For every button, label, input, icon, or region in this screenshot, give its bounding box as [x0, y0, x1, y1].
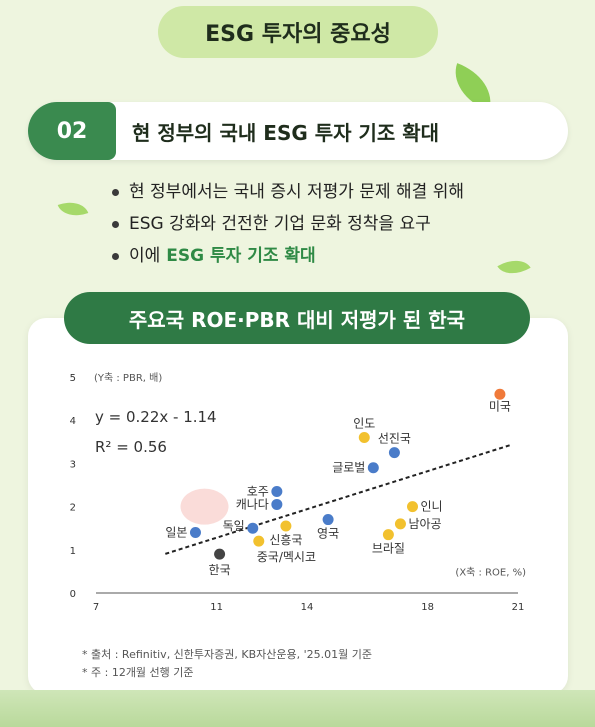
- x-tick-label: 7: [93, 602, 99, 613]
- point-label: 중국/멕시코: [257, 550, 316, 564]
- point-label: 선진국: [378, 432, 411, 446]
- footnote-note: * 주 : 12개월 선행 기준: [82, 666, 194, 679]
- x-tick-label: 21: [512, 602, 525, 613]
- data-point: [382, 529, 394, 541]
- bullet-item: 이에 ESG 투자 기조 확대: [112, 240, 464, 272]
- y-tick-label: 4: [70, 416, 76, 427]
- point-label: 호주: [247, 484, 269, 498]
- x-tick-label: 14: [301, 602, 314, 613]
- bullet-text: ESG 강화와 건전한 기업 문화 정착을 요구: [129, 214, 431, 234]
- data-point: [189, 527, 201, 539]
- bottom-decoration: [0, 690, 595, 727]
- bullet-text: 이에: [129, 246, 161, 266]
- y-tick-label: 0: [70, 589, 76, 600]
- point-label: 인니: [421, 500, 443, 514]
- data-point: [407, 501, 418, 513]
- point-label: 독일: [223, 519, 245, 533]
- x-tick-label: 18: [421, 602, 434, 613]
- y-tick-label: 1: [70, 546, 76, 557]
- data-point: [494, 388, 506, 400]
- point-label: 캐나다: [236, 497, 269, 511]
- data-point: [280, 520, 292, 532]
- y-axis-label: (Y축 : PBR, 배): [94, 372, 162, 384]
- point-label: 미국: [489, 399, 511, 413]
- point-label: 브라질: [372, 542, 405, 556]
- data-point: [367, 462, 379, 474]
- point-label: 신흥국: [269, 533, 302, 547]
- data-point: [214, 548, 226, 560]
- bullet-item: ESG 강화와 건전한 기업 문화 정착을 요구: [112, 208, 464, 240]
- data-point: [271, 498, 283, 510]
- point-label: 한국: [209, 563, 231, 577]
- x-tick-label: 11: [210, 602, 223, 613]
- data-point: [394, 518, 406, 530]
- y-tick-label: 3: [70, 459, 76, 470]
- data-point: [271, 485, 283, 497]
- point-label: 일본: [165, 526, 187, 540]
- chart-card: [28, 318, 568, 694]
- trend-line: [165, 443, 513, 555]
- bullet-dot-icon: [112, 220, 119, 228]
- chart-title: 주요국 ROE·PBR 대비 저평가 된 한국: [64, 292, 530, 344]
- point-label: 남아공: [408, 517, 441, 531]
- data-point: [388, 447, 400, 459]
- y-tick-label: 2: [70, 503, 76, 514]
- section-header: 02 현 정부의 국내 ESG 투자 기조 확대: [28, 102, 568, 160]
- bullet-dot-icon: [112, 252, 119, 260]
- x-axis-label: (X축 : ROE, %): [455, 566, 526, 578]
- data-point: [322, 514, 334, 526]
- data-point: [247, 522, 259, 534]
- footnote-source: * 출처 : Refinitiv, 신한투자증권, KB자산운용, '25.01…: [82, 648, 372, 661]
- regression-equation: y = 0.22x - 1.14: [95, 408, 217, 426]
- point-label: 영국: [317, 527, 339, 541]
- page-title: ESG 투자의 중요성: [158, 6, 438, 58]
- bullet-highlight: ESG 투자 기조 확대: [166, 246, 316, 266]
- y-tick-label: 5: [70, 373, 76, 384]
- r-squared: R² = 0.56: [95, 438, 167, 456]
- section-title: 현 정부의 국내 ESG 투자 기조 확대: [132, 120, 440, 145]
- bullet-list: 현 정부에서는 국내 증시 저평가 문제 해결 위해 ESG 강화와 건전한 기…: [112, 176, 464, 272]
- point-label: 인도: [353, 416, 375, 430]
- point-label: 글로벌: [332, 461, 365, 475]
- highlight-blob: [180, 488, 229, 525]
- section-number: 02: [28, 102, 116, 160]
- data-point: [358, 431, 370, 443]
- bullet-item: 현 정부에서는 국내 증시 저평가 문제 해결 위해: [112, 176, 464, 208]
- data-point: [253, 535, 265, 547]
- bullet-text: 현 정부에서는 국내 증시 저평가 문제 해결 위해: [129, 182, 464, 202]
- bullet-dot-icon: [112, 188, 119, 196]
